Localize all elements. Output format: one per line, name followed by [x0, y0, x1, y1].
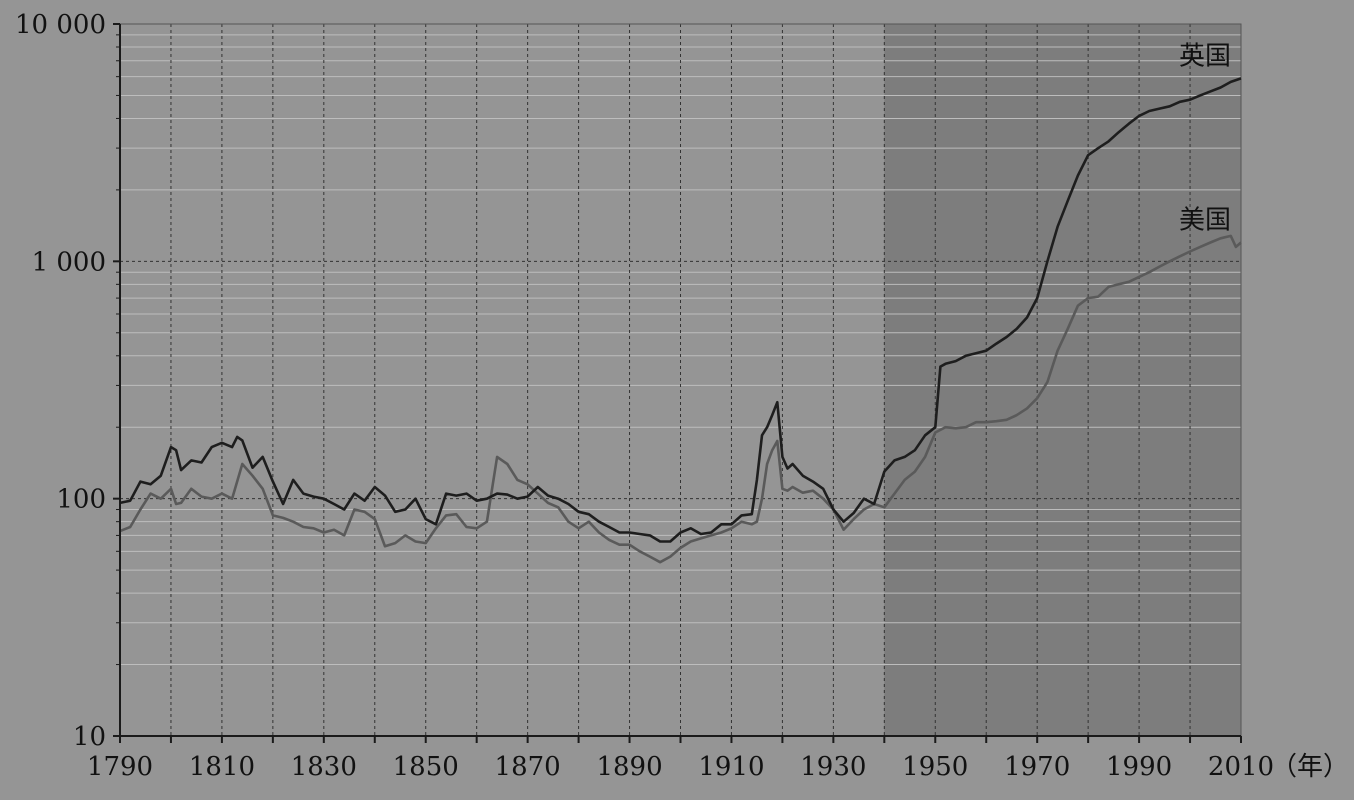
x-tick-label: 1990 [1106, 752, 1172, 782]
x-tick-label: 1890 [596, 752, 662, 782]
x-tick-label: 1850 [393, 752, 459, 782]
x-tick-label: 1910 [698, 752, 764, 782]
series-line [119, 234, 1242, 564]
y-tick-label: 100 [56, 485, 106, 515]
y-tick-label: 10 [73, 722, 106, 752]
y-tick-label: 10 000 [15, 10, 106, 40]
axis-layer [113, 23, 1242, 743]
x-tick-label: 1970 [1004, 752, 1070, 782]
x-tick-label: 1950 [902, 752, 968, 782]
x-tick-label: 1930 [800, 752, 866, 782]
series-line [119, 77, 1242, 543]
series-layer [119, 77, 1242, 564]
x-tick-label: 1870 [495, 752, 561, 782]
series-label-us: 美国 [1179, 206, 1231, 236]
x-axis-label: （年） [1271, 752, 1349, 782]
x-tick-label: 1830 [291, 752, 357, 782]
x-tick-label: 1810 [189, 752, 255, 782]
shaded-region [884, 24, 1241, 736]
series-label-uk: 英国 [1179, 41, 1231, 71]
shaded-region-layer [884, 24, 1241, 736]
x-tick-label: 2010 [1208, 752, 1274, 782]
y-tick-label: 1 000 [32, 247, 106, 277]
label-layer: 10 100 1 000 10 000 1790 1810 1830 1850 1870 1890… [15, 10, 1349, 782]
x-tick-label: 1790 [87, 752, 153, 782]
